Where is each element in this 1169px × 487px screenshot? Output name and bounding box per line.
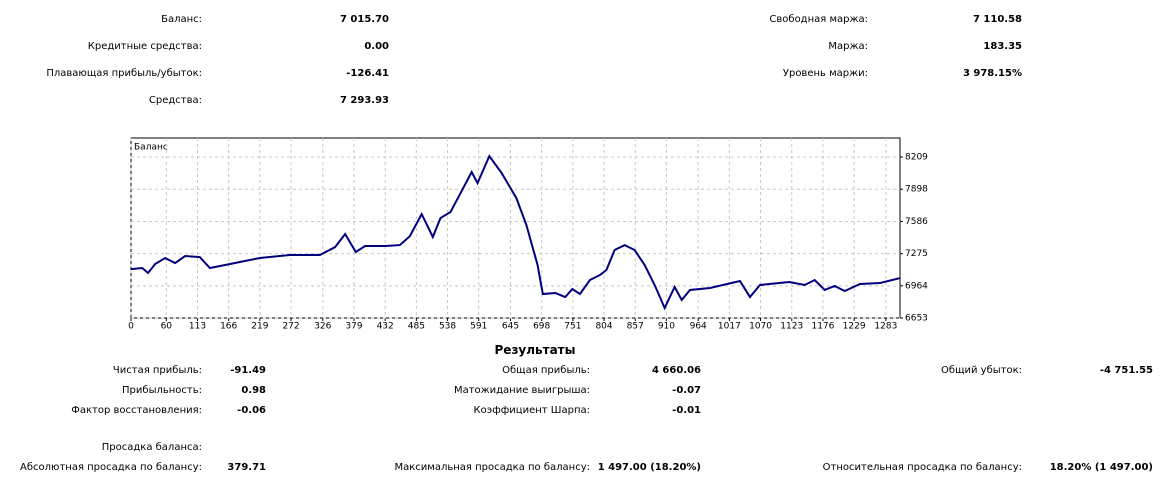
x-tick-label: 432: [377, 322, 394, 332]
field-label: Матожидание выигрыша:: [453, 385, 590, 396]
y-tick-label: 7275: [905, 249, 928, 259]
x-tick-label: 1070: [749, 322, 772, 332]
field-value: -91.49: [230, 365, 266, 376]
field-label: Общий убыток:: [941, 365, 1022, 376]
y-tick-label: 7586: [905, 217, 928, 227]
field-label: Чистая прибыль:: [112, 365, 202, 376]
field-label: Маржа:: [828, 41, 868, 52]
y-tick-label: 6653: [905, 314, 928, 324]
field-label: Абсолютная просадка по балансу:: [20, 462, 202, 473]
field-value: 18.20% (1 497.00): [1049, 462, 1153, 473]
x-tick-label: 326: [314, 322, 331, 332]
field-value: 7 015.70: [339, 14, 389, 25]
x-tick-label: 166: [220, 322, 237, 332]
results-title: Результаты: [494, 343, 576, 357]
x-tick-label: 219: [251, 322, 268, 332]
field-value: 3 978.15%: [962, 68, 1022, 79]
x-tick-label: 910: [658, 322, 675, 332]
field-label: Максимальная просадка по балансу:: [394, 462, 590, 473]
x-tick-label: 1123: [780, 322, 803, 332]
field-value: -4 751.55: [1099, 365, 1153, 376]
field-label: Прибыльность:: [122, 385, 202, 396]
field-value: -0.06: [237, 405, 266, 416]
plot-frame: [130, 137, 901, 319]
field-value: -0.07: [672, 385, 701, 396]
field-value: -0.01: [672, 405, 701, 416]
field-value: 1 497.00 (18.20%): [597, 462, 701, 473]
y-tick-label: 7898: [905, 185, 928, 195]
x-tick-label: 964: [690, 322, 707, 332]
field-value: -126.41: [346, 68, 389, 79]
x-tick-label: 1229: [843, 322, 866, 332]
balance-line: [130, 154, 901, 311]
field-label: Кредитные средства:: [87, 41, 202, 52]
x-tick-label: 1283: [874, 322, 897, 332]
x-tick-label: 804: [595, 322, 612, 332]
x-tick-label: 857: [627, 322, 644, 332]
x-tick-label: 0: [128, 322, 134, 332]
x-tick-label: 485: [408, 322, 425, 332]
field-label: Общая прибыль:: [502, 365, 590, 376]
x-tick-label: 1176: [811, 322, 834, 332]
field-value: 0.98: [241, 385, 266, 396]
x-tick-label: 591: [470, 322, 487, 332]
field-value: 379.71: [227, 462, 266, 473]
field-label: Плавающая прибыль/убыток:: [46, 68, 202, 79]
y-tick-label: 6964: [905, 281, 928, 291]
field-label: Свободная маржа:: [769, 14, 868, 25]
field-label: Коэффициент Шарпа:: [473, 405, 590, 416]
field-value: 183.35: [983, 41, 1022, 52]
drawdown-title: Просадка баланса:: [101, 442, 202, 453]
field-label: Уровень маржи:: [782, 68, 868, 79]
field-label: Относительная просадка по балансу:: [822, 462, 1022, 473]
field-label: Баланс:: [161, 14, 202, 25]
x-tick-label: 698: [533, 322, 550, 332]
x-tick-label: 1017: [718, 322, 741, 332]
field-value: 7 293.93: [339, 95, 389, 106]
x-tick-label: 751: [564, 322, 581, 332]
x-tick-label: 538: [439, 322, 456, 332]
field-label: Фактор восстановления:: [71, 405, 202, 416]
field-value: 7 110.58: [972, 14, 1022, 25]
x-tick-label: 272: [282, 322, 299, 332]
field-label: Средства:: [148, 95, 202, 106]
series-label: Баланс: [134, 143, 168, 153]
x-tick-label: 645: [502, 322, 519, 332]
x-tick-label: 60: [161, 322, 173, 332]
x-tick-label: 379: [345, 322, 362, 332]
field-value: 0.00: [364, 41, 389, 52]
field-value: 4 660.06: [651, 365, 701, 376]
y-tick-label: 8209: [905, 153, 928, 163]
x-tick-label: 113: [189, 322, 206, 332]
